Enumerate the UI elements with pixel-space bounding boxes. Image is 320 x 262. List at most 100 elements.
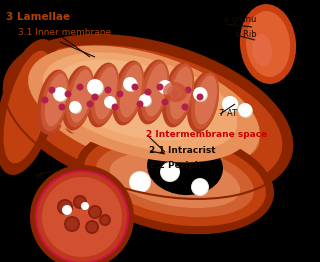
Circle shape: [193, 87, 207, 101]
Circle shape: [137, 101, 143, 107]
Ellipse shape: [145, 63, 167, 117]
Circle shape: [223, 97, 239, 113]
Text: 7 AT: 7 AT: [219, 110, 237, 118]
Circle shape: [101, 216, 109, 224]
Circle shape: [76, 84, 84, 90]
Ellipse shape: [110, 152, 240, 208]
Ellipse shape: [28, 46, 252, 162]
Ellipse shape: [14, 45, 282, 189]
Ellipse shape: [70, 73, 92, 124]
Circle shape: [59, 201, 71, 213]
Ellipse shape: [141, 61, 169, 122]
Circle shape: [111, 103, 118, 111]
Ellipse shape: [45, 78, 67, 129]
Ellipse shape: [145, 68, 167, 118]
Ellipse shape: [112, 61, 144, 125]
Circle shape: [81, 202, 89, 210]
Text: 3 Lamellae: 3 Lamellae: [6, 12, 70, 22]
Circle shape: [36, 171, 128, 262]
Circle shape: [70, 102, 82, 114]
Circle shape: [124, 78, 138, 92]
Ellipse shape: [120, 64, 142, 117]
Ellipse shape: [87, 68, 119, 130]
Ellipse shape: [76, 126, 274, 234]
Ellipse shape: [43, 53, 247, 161]
Ellipse shape: [110, 152, 240, 208]
Circle shape: [181, 103, 188, 111]
Circle shape: [73, 195, 87, 209]
Ellipse shape: [166, 68, 194, 127]
Circle shape: [161, 163, 179, 181]
Ellipse shape: [30, 49, 260, 171]
Circle shape: [88, 205, 102, 219]
Circle shape: [92, 94, 99, 101]
Ellipse shape: [162, 68, 194, 130]
Ellipse shape: [96, 143, 254, 217]
Ellipse shape: [167, 86, 183, 98]
Circle shape: [87, 222, 97, 232]
Text: ne: ne: [34, 171, 44, 180]
Circle shape: [66, 218, 78, 230]
Circle shape: [130, 172, 150, 192]
Ellipse shape: [91, 68, 119, 127]
Ellipse shape: [166, 64, 194, 124]
Circle shape: [30, 165, 134, 262]
Ellipse shape: [116, 66, 144, 124]
Circle shape: [238, 103, 252, 117]
Ellipse shape: [187, 77, 219, 135]
Circle shape: [192, 179, 208, 195]
Circle shape: [42, 177, 122, 257]
Ellipse shape: [163, 82, 187, 102]
Ellipse shape: [4, 51, 52, 163]
Circle shape: [156, 84, 164, 90]
Circle shape: [145, 89, 151, 96]
Circle shape: [185, 86, 191, 94]
Ellipse shape: [95, 70, 117, 122]
Circle shape: [194, 88, 208, 102]
Ellipse shape: [95, 67, 117, 119]
Ellipse shape: [66, 67, 94, 127]
Circle shape: [239, 104, 253, 118]
Text: 3.1 Inner membrane: 3.1 Inner membrane: [18, 28, 111, 37]
Circle shape: [158, 80, 172, 94]
Circle shape: [129, 171, 151, 193]
Ellipse shape: [187, 72, 219, 133]
Ellipse shape: [120, 68, 142, 119]
Ellipse shape: [62, 66, 94, 130]
Circle shape: [86, 101, 93, 107]
Ellipse shape: [246, 11, 290, 77]
Ellipse shape: [41, 74, 69, 133]
Circle shape: [99, 214, 111, 226]
Circle shape: [88, 80, 104, 96]
Ellipse shape: [191, 73, 219, 129]
Circle shape: [90, 207, 100, 217]
Ellipse shape: [84, 134, 266, 226]
Ellipse shape: [191, 77, 219, 132]
Circle shape: [49, 86, 55, 94]
Circle shape: [87, 79, 103, 95]
Ellipse shape: [62, 70, 94, 133]
Circle shape: [69, 101, 81, 113]
Circle shape: [59, 103, 66, 111]
Ellipse shape: [147, 139, 223, 195]
Circle shape: [139, 94, 151, 106]
Circle shape: [196, 94, 204, 101]
Ellipse shape: [195, 79, 217, 127]
Text: 2.1 Intracrist: 2.1 Intracrist: [149, 146, 215, 155]
Ellipse shape: [66, 70, 94, 129]
Ellipse shape: [112, 66, 144, 128]
Ellipse shape: [96, 143, 254, 217]
Circle shape: [54, 88, 68, 102]
Circle shape: [123, 77, 137, 91]
Ellipse shape: [43, 52, 237, 152]
Ellipse shape: [70, 69, 92, 123]
Ellipse shape: [30, 65, 260, 163]
Ellipse shape: [147, 139, 223, 195]
Ellipse shape: [141, 64, 169, 123]
Circle shape: [57, 199, 73, 215]
Circle shape: [162, 99, 169, 106]
Circle shape: [64, 216, 80, 232]
Circle shape: [105, 97, 117, 109]
Circle shape: [191, 178, 209, 196]
Text: x granu: x granu: [224, 15, 256, 24]
